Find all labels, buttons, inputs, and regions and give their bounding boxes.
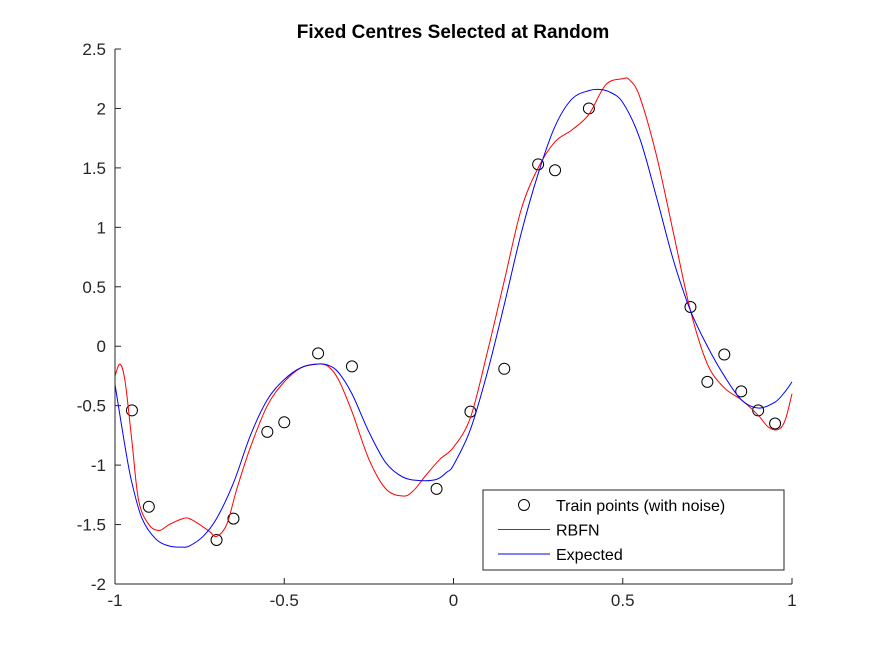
train-point — [549, 164, 562, 177]
train-point — [142, 500, 155, 513]
legend-label: Expected — [556, 547, 623, 564]
y-tick-label: -2 — [91, 575, 106, 594]
x-tick-label: 0 — [449, 591, 458, 610]
y-tick-label: -1.5 — [77, 516, 106, 535]
train-point — [718, 348, 731, 361]
y-tick-label: 2.5 — [82, 40, 106, 59]
axes: -1 -0.5 0 0.5 1 -2 -1.5 -1 -0.5 0 0.5 1 1.5 2 2.5 — [77, 40, 797, 610]
legend-label: RBFN — [556, 523, 600, 540]
train-point — [735, 385, 748, 398]
train-point — [769, 417, 782, 430]
train-point — [227, 512, 240, 525]
x-tick-label: 1 — [787, 591, 796, 610]
y-tick-label: 2 — [97, 99, 106, 118]
train-point — [312, 347, 325, 360]
train-point — [532, 158, 545, 171]
series-line-1 — [114, 77, 793, 538]
legend-swatch-marker — [518, 499, 530, 511]
train-point — [345, 360, 358, 373]
train-point — [498, 362, 511, 375]
plot-layer — [114, 77, 793, 548]
y-tick-label: 0.5 — [82, 278, 106, 297]
train-point — [261, 425, 274, 438]
y-tick-label: 0 — [97, 337, 106, 356]
train-point — [701, 375, 714, 388]
x-tick-label: 0.5 — [611, 591, 635, 610]
y-tick-label: -0.5 — [77, 397, 106, 416]
train-point — [278, 416, 291, 429]
series-line-2 — [114, 88, 793, 548]
legend-label: Train points (with noise) — [556, 498, 725, 515]
y-tick-label: 1.5 — [82, 159, 106, 178]
y-tick-label: -1 — [91, 456, 106, 475]
train-point — [430, 482, 443, 495]
train-point — [210, 534, 223, 547]
legend: Train points (with noise) RBFN Expected — [482, 489, 785, 571]
x-tick-label: -0.5 — [270, 591, 299, 610]
chart-title: Fixed Centres Selected at Random — [297, 22, 610, 43]
train-point — [125, 404, 138, 417]
x-tick-label: -1 — [107, 591, 122, 610]
y-tick-label: 1 — [97, 218, 106, 237]
